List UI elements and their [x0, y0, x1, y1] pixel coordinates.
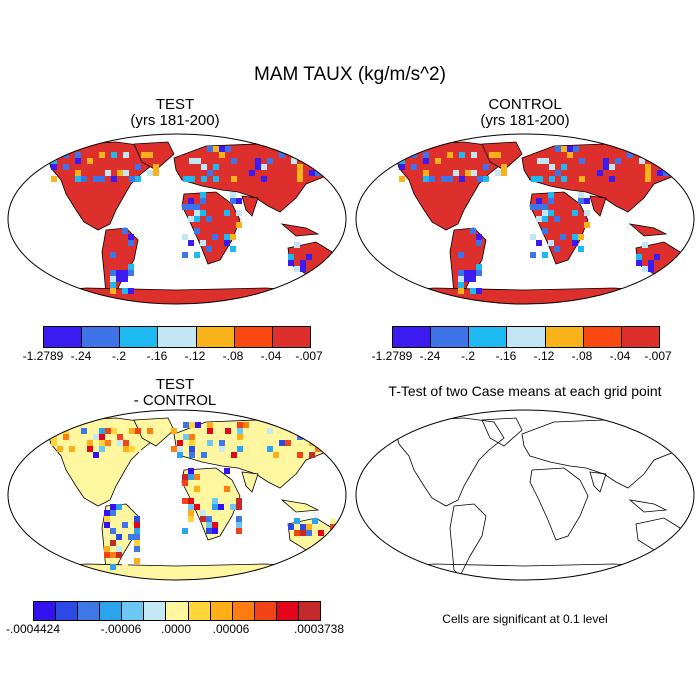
cb-diff-swatch-12 — [298, 602, 321, 620]
cbl-diff-tick-3: .00006 — [212, 622, 250, 636]
test-land-layer — [34, 141, 339, 304]
diff-india — [241, 471, 259, 493]
cb-control-swatch-0 — [393, 327, 432, 347]
cb-diff-swatch-1 — [56, 602, 79, 620]
cb-diff-swatch-11 — [276, 602, 299, 620]
cbl-diff-tick-2: .0000 — [160, 622, 192, 636]
ttest-ocean — [356, 410, 694, 580]
diff-map — [7, 409, 347, 581]
control-southeast-asia-islands — [628, 223, 668, 237]
cb-test-swatch-6 — [272, 327, 310, 347]
test-map — [7, 133, 347, 305]
control-panel-title: CONTROL (yrs 181-200) — [425, 97, 625, 129]
control-map — [355, 133, 695, 305]
cb-control-swatch-5 — [583, 327, 622, 347]
test-title-line1: TEST — [155, 96, 195, 113]
cbl-test-tick-7: -.007 — [295, 349, 323, 363]
cb-control-swatch-1 — [431, 327, 470, 347]
diff-title-line1: TEST — [155, 376, 195, 393]
ttest-map — [355, 409, 695, 581]
ttest-greenland — [481, 417, 523, 447]
diff-colorbar — [33, 601, 321, 621]
diff-antarctica — [34, 563, 328, 580]
cb-test-swatch-2 — [120, 327, 159, 347]
cb-diff-swatch-4 — [122, 602, 145, 620]
cbl-control-tick-7: -.007 — [644, 349, 672, 363]
ttest-panel-title: T-Test of two Case means at each grid po… — [388, 383, 662, 399]
ttest-southeast-asia-islands — [628, 499, 668, 513]
cbl-control-tick-0: -1.2789 — [371, 349, 413, 363]
test-panel-title: TEST (yrs 181-200) — [75, 97, 275, 129]
ttest-north-america — [393, 417, 505, 507]
cbl-control-tick-6: -.04 — [609, 349, 631, 363]
test-map-border — [7, 133, 347, 305]
test-colorbar — [43, 326, 311, 348]
cbl-control-tick-3: -.16 — [495, 349, 517, 363]
cb-diff-swatch-7 — [188, 602, 211, 620]
ttest-map-border — [355, 409, 695, 581]
cb-control-swatch-2 — [469, 327, 508, 347]
cbl-test-tick-3: -.16 — [146, 349, 168, 363]
control-india — [589, 195, 607, 217]
ttest-india — [589, 471, 607, 493]
cb-control-swatch-3 — [507, 327, 546, 347]
cb-test-swatch-3 — [158, 327, 197, 347]
cb-diff-swatch-10 — [254, 602, 277, 620]
cb-diff-swatch-9 — [232, 602, 255, 620]
cbl-diff-tick-0: -.0004424 — [5, 622, 61, 636]
diff-greenland — [133, 417, 175, 447]
test-grid-cells — [51, 146, 339, 294]
test-title-line2: (yrs 181-200) — [130, 112, 220, 129]
cb-diff-swatch-6 — [166, 602, 189, 620]
diff-title-line2: - CONTROL — [133, 392, 217, 409]
cbl-control-tick-1: -.24 — [419, 349, 441, 363]
cbl-diff-tick-4: .0003738 — [293, 622, 345, 636]
diff-southeast-asia-islands — [280, 499, 320, 513]
cb-test-swatch-5 — [234, 327, 273, 347]
cb-test-swatch-0 — [44, 327, 83, 347]
cbl-diff-tick-1: -.00006 — [100, 622, 142, 636]
cbl-test-tick-0: -1.2789 — [22, 349, 64, 363]
test-india — [241, 195, 259, 217]
control-title-line2: (yrs 181-200) — [480, 112, 570, 129]
diff-map-border — [7, 409, 347, 581]
ttest-south-america — [449, 503, 487, 577]
control-title-line1: CONTROL — [488, 96, 562, 113]
cbl-test-tick-5: -.08 — [222, 349, 244, 363]
figure-title: MAM TAUX (kg/m/s^2) — [254, 64, 446, 85]
control-greenland — [481, 141, 523, 171]
control-colorbar — [392, 326, 660, 348]
control-map-border — [355, 133, 695, 305]
cbl-control-tick-4: -.12 — [533, 349, 555, 363]
cb-diff-swatch-2 — [78, 602, 101, 620]
cbl-test-tick-6: -.04 — [260, 349, 282, 363]
cbl-test-tick-1: -.24 — [70, 349, 92, 363]
test-greenland — [133, 141, 175, 171]
diff-panel-title: TEST - CONTROL — [75, 377, 275, 409]
test-southeast-asia-islands — [280, 223, 320, 237]
ttest-africa — [529, 467, 589, 541]
cbl-control-tick-2: -.2 — [460, 349, 476, 363]
significance-note: Cells are significant at 0.1 level — [442, 612, 608, 626]
cb-diff-swatch-0 — [34, 602, 57, 620]
cb-test-swatch-1 — [82, 327, 121, 347]
cb-diff-swatch-5 — [144, 602, 167, 620]
test-antarctica — [34, 287, 328, 304]
cbl-test-tick-4: -.12 — [184, 349, 206, 363]
cb-test-swatch-4 — [196, 327, 235, 347]
cbl-test-tick-2: -.2 — [111, 349, 127, 363]
cb-control-swatch-4 — [545, 327, 584, 347]
cb-diff-swatch-8 — [210, 602, 233, 620]
control-antarctica — [382, 287, 676, 304]
cb-control-swatch-6 — [621, 327, 659, 347]
control-grid-cells — [399, 146, 687, 294]
cbl-control-tick-5: -.08 — [571, 349, 593, 363]
cb-diff-swatch-3 — [100, 602, 123, 620]
